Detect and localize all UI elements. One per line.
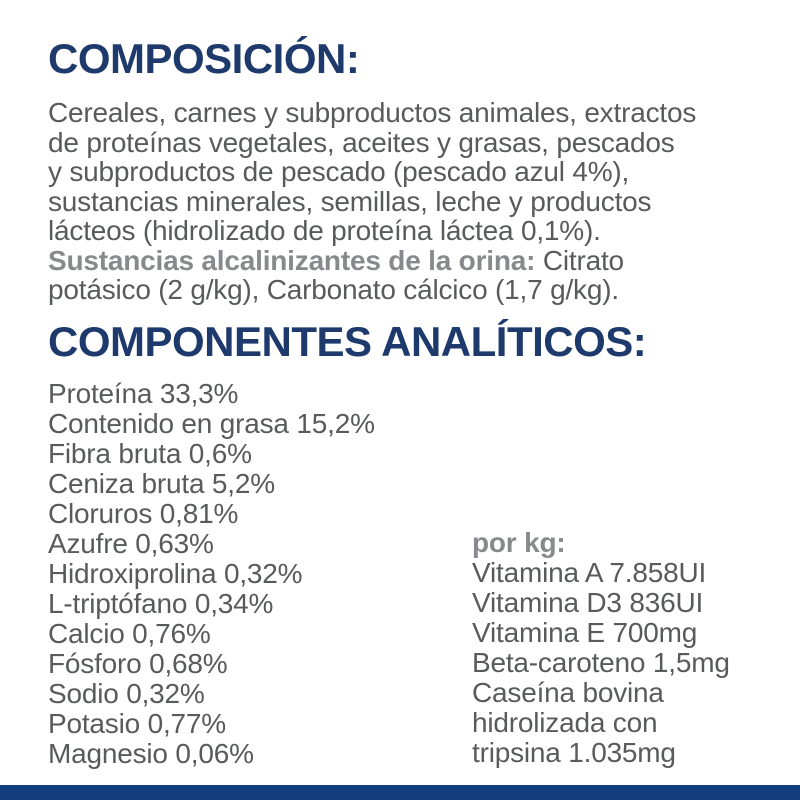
composition-heading: COMPOSICIÓN: [48, 35, 360, 82]
composition-text-part2: Citrato potásico (2 g/kg), Carbonato cál… [48, 244, 624, 305]
list-item-protein: Proteína 33,3% [48, 377, 239, 409]
list-item-magnesium: Magnesio 0,06% [48, 737, 254, 769]
analytical-components-list: Proteína 33,3% Contenido en grasa 15,2% … [48, 377, 760, 769]
bottom-accent-bar [0, 785, 800, 800]
list-item-beta-carotene: Beta-caroteno 1,5mg [472, 647, 730, 678]
list-item-calcium: Calcio 0,76% [48, 617, 211, 649]
list-item-chlorides: Cloruros 0,81% [48, 497, 239, 529]
list-item-vitamin-d3: Vitamina D3 836UI [472, 587, 704, 618]
composition-paragraph: Cereales, carnes y subproductos animales… [48, 98, 760, 305]
list-item-tryptophan: L-triptófano 0,34% [48, 587, 274, 619]
list-item-bovine-casein: Caseína bovina hidrolizada con tripsina … [472, 677, 676, 768]
list-item-phosphorus: Fósforo 0,68% [48, 647, 228, 679]
list-item-ash: Ceniza bruta 5,2% [48, 467, 275, 499]
composition-text-part1: Cereales, carnes y subproductos animales… [48, 97, 697, 246]
per-kg-label: por kg: [472, 527, 566, 558]
list-item-sodium: Sodio 0,32% [48, 677, 205, 709]
list-item-potassium: Potasio 0,77% [48, 707, 226, 739]
list-item-sulfur: Azufre 0,63% [48, 527, 214, 559]
per-kg-column: por kg: Vitamina A 7.858UI Vitamina D3 8… [472, 528, 730, 768]
list-item-fat: Contenido en grasa 15,2% [48, 407, 375, 439]
analytical-components-heading: COMPONENTES ANALÍTICOS: [48, 317, 647, 365]
alkalinizing-substances-label: Sustancias alcalinizantes de la orina: [48, 244, 536, 276]
list-item-hydroxyproline: Hidroxiprolina 0,32% [48, 557, 303, 589]
list-item-vitamin-a: Vitamina A 7.858UI [472, 557, 707, 588]
list-item-fiber: Fibra bruta 0,6% [48, 437, 252, 469]
list-item-vitamin-e: Vitamina E 700mg [472, 617, 698, 648]
